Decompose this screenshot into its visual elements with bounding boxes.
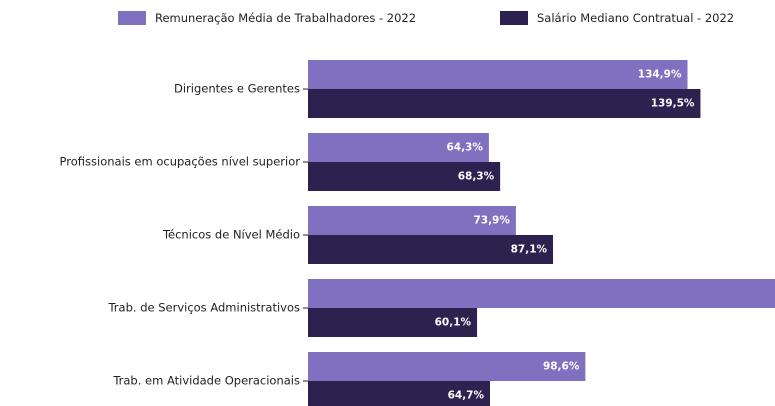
- bar: [308, 60, 688, 89]
- value-label: 134,9%: [638, 69, 682, 81]
- value-label: 68,3%: [458, 171, 495, 183]
- bar: [308, 381, 491, 406]
- value-label: 64,7%: [448, 390, 485, 402]
- value-label: 64,3%: [446, 142, 483, 154]
- bar: [308, 308, 478, 337]
- bar: [308, 352, 586, 381]
- bar: [308, 89, 701, 118]
- value-label: 139,5%: [651, 98, 695, 110]
- value-label: 60,1%: [435, 317, 472, 329]
- legend-swatch: [500, 11, 528, 25]
- bar: [308, 279, 775, 308]
- y-tick-label: Técnicos de Nível Médio: [162, 228, 300, 242]
- bar: [308, 133, 489, 162]
- y-tick-label: Profissionais em ocupações nível superio…: [60, 155, 301, 169]
- value-label: 98,6%: [543, 361, 580, 373]
- legend-label: Remuneração Média de Trabalhadores - 202…: [155, 11, 416, 25]
- legend-label: Salário Mediano Contratual - 2022: [537, 11, 734, 25]
- bar: [308, 235, 554, 264]
- bar: [308, 206, 516, 235]
- y-tick-label: Trab. em Atividade Operacionais: [112, 374, 300, 388]
- value-label: 73,9%: [473, 215, 510, 227]
- legend-swatch: [118, 11, 146, 25]
- bar: [308, 162, 501, 191]
- plot-area: [308, 60, 775, 406]
- y-tick-label: Dirigentes e Gerentes: [174, 82, 300, 96]
- value-label: 87,1%: [511, 244, 548, 256]
- y-tick-label: Trab. de Serviços Administrativos: [107, 301, 300, 315]
